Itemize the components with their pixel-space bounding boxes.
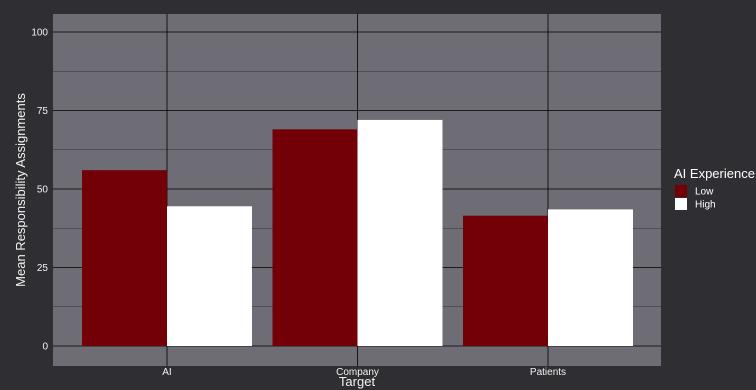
x-axis-ticks: AI Company Patients xyxy=(162,367,566,378)
bar-high-ai xyxy=(167,206,252,346)
y-axis-ticks: 0 25 50 75 100 xyxy=(31,28,48,353)
bar-low-patients xyxy=(463,215,548,346)
bar-low-ai xyxy=(82,170,167,346)
y-tick-label: 100 xyxy=(31,28,48,39)
legend: AI Experience Low High xyxy=(674,166,755,211)
y-tick-label: 75 xyxy=(37,106,49,117)
bar-high-company xyxy=(357,119,443,346)
y-axis-title: Mean Responsibility Assignments xyxy=(13,93,28,287)
legend-label-low: Low xyxy=(695,187,714,198)
x-tick-label: Company xyxy=(336,367,379,378)
legend-key-high xyxy=(675,198,687,210)
y-tick-label: 50 xyxy=(37,185,49,196)
bar-high-patients xyxy=(548,209,633,346)
bar-low-company xyxy=(272,129,358,346)
x-tick-label: AI xyxy=(162,367,171,378)
x-tick-label: Patients xyxy=(530,367,566,378)
legend-key-low xyxy=(675,185,687,197)
legend-items: Low High xyxy=(675,185,716,211)
y-tick-label: 25 xyxy=(37,263,49,274)
y-tick-label: 0 xyxy=(42,342,48,353)
legend-title: AI Experience xyxy=(674,166,755,181)
legend-label-high: High xyxy=(695,200,716,211)
bars xyxy=(82,119,633,346)
x-axis-title: Target xyxy=(339,374,376,389)
